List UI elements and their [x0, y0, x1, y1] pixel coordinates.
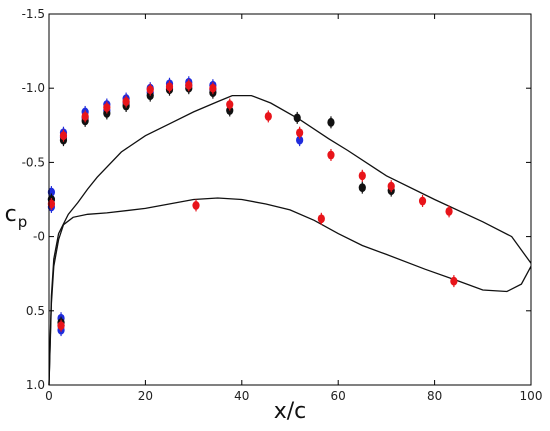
data-point [47, 199, 56, 209]
y-tick-label: -1.5 [22, 7, 45, 21]
data-point [445, 206, 453, 216]
series-points-4 [47, 79, 458, 332]
y-tick-label: 1.0 [26, 378, 45, 392]
data-point [296, 128, 304, 138]
data-point [209, 83, 217, 93]
data-point [57, 321, 65, 331]
data-point [59, 131, 68, 141]
data-point [103, 103, 111, 112]
data-point [450, 276, 458, 286]
y-axis-label-subscript: p [18, 213, 28, 231]
data-point [327, 150, 335, 160]
data-point [317, 214, 325, 224]
y-tick-label: 0.5 [26, 304, 45, 318]
data-point [264, 111, 272, 121]
data-point [122, 97, 130, 106]
y-axis-label: cp [5, 202, 28, 231]
data-point [226, 100, 234, 109]
data-point [192, 201, 200, 210]
x-tick-label: 40 [234, 389, 249, 403]
data-point [418, 196, 427, 206]
series-line-1 [48, 197, 532, 386]
data-point [165, 82, 174, 92]
x-tick-label: 100 [520, 389, 543, 403]
plot-area [47, 76, 532, 386]
y-axis-label-main: c [5, 202, 17, 227]
axes: 0 20 40 60 80 100 -1.5 -1.0 -0.5 -0 0.5 1.0 [22, 7, 543, 403]
x-tick-label: 60 [331, 389, 346, 403]
x-tick-label: 20 [138, 389, 153, 403]
x-tick-label: 0 [45, 389, 53, 403]
series-line-0 [48, 94, 532, 386]
y-tick-label: -0 [33, 230, 45, 244]
x-tick-label: 80 [427, 389, 442, 403]
y-tick-label: -1.0 [22, 81, 45, 95]
series-points-3 [47, 82, 395, 329]
data-point [47, 187, 56, 197]
plot-frame [48, 13, 532, 386]
data-point [358, 183, 366, 193]
y-tick-label: -0.5 [22, 155, 45, 169]
data-point [296, 135, 304, 145]
data-point [387, 181, 395, 191]
data-point [185, 80, 193, 90]
data-point [293, 113, 301, 123]
data-point [327, 117, 335, 127]
data-point [146, 85, 154, 95]
data-point [358, 171, 366, 181]
data-point [81, 111, 89, 121]
x-axis-label: x/c [274, 399, 307, 424]
